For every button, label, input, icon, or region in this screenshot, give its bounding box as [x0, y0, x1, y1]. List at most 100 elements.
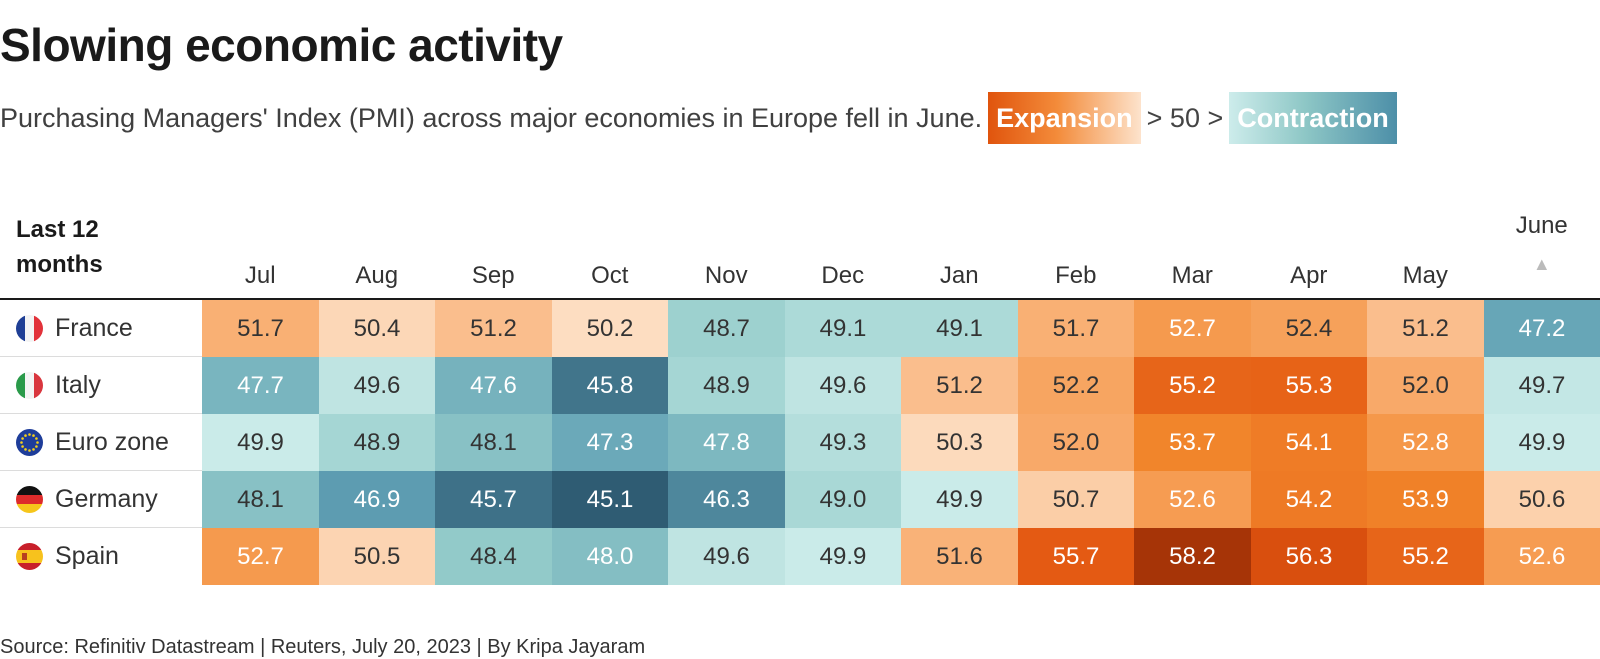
heatmap-cell: 49.1 [785, 300, 902, 357]
heatmap-cell: 51.6 [901, 528, 1018, 585]
heatmap-cell: 49.9 [1484, 414, 1600, 471]
heatmap-cell: 50.5 [319, 528, 436, 585]
heatmap-cell: 52.0 [1367, 357, 1484, 414]
country-name: Germany [55, 485, 158, 514]
corner-label: Last 12 months [16, 212, 103, 282]
legend-contraction: Contraction [1229, 92, 1397, 144]
heatmap-cell: 55.2 [1367, 528, 1484, 585]
heatmap-cell: 52.7 [1134, 300, 1251, 357]
heatmap-cell: 54.2 [1251, 471, 1368, 528]
row-label: Germany [16, 471, 158, 528]
legend-threshold: > 50 > [1147, 103, 1224, 134]
heatmap-cell: 50.2 [552, 300, 669, 357]
heatmap-cell: 49.7 [1484, 357, 1600, 414]
subtitle-text: Purchasing Managers' Index (PMI) across … [0, 103, 982, 134]
month-header-oct: Oct [552, 262, 669, 290]
heatmap-cell: 54.1 [1251, 414, 1368, 471]
spain-flag-icon [16, 543, 43, 570]
corner-label-line-1: Last 12 [16, 212, 103, 247]
heatmap-cell: 51.2 [435, 300, 552, 357]
heatmap-cell: 50.7 [1018, 471, 1135, 528]
italy-flag-icon [16, 372, 43, 399]
heatmap-cell: 52.0 [1018, 414, 1135, 471]
heatmap-cell: 56.3 [1251, 528, 1368, 585]
month-header-jan: Jan [901, 262, 1018, 290]
heatmap-cell: 49.9 [785, 528, 902, 585]
heatmap-cell: 46.9 [319, 471, 436, 528]
france-flag-icon [16, 315, 43, 342]
heatmap-cell: 47.2 [1484, 300, 1600, 357]
row-label: Spain [16, 528, 119, 585]
heatmap-cell: 45.7 [435, 471, 552, 528]
country-name: France [55, 314, 133, 343]
legend-expansion: Expansion [988, 92, 1141, 144]
heatmap-cell: 49.1 [901, 300, 1018, 357]
heatmap-cell: 52.4 [1251, 300, 1368, 357]
row-label: Italy [16, 357, 101, 414]
month-header-sep: Sep [435, 262, 552, 290]
heatmap-cell: 47.3 [552, 414, 669, 471]
heatmap-cell: 46.3 [668, 471, 785, 528]
heatmap-cell: 50.6 [1484, 471, 1600, 528]
month-header-aug: Aug [319, 262, 436, 290]
corner-label-line-2: months [16, 247, 103, 282]
heatmap-cell: 48.4 [435, 528, 552, 585]
heatmap-cell: 48.9 [319, 414, 436, 471]
heatmap-cell: 49.3 [785, 414, 902, 471]
heatmap-cell: 52.8 [1367, 414, 1484, 471]
month-header-feb: Feb [1018, 262, 1135, 290]
heatmap-cell: 49.9 [901, 471, 1018, 528]
row-label: Euro zone [16, 414, 169, 471]
heatmap-cell: 51.2 [901, 357, 1018, 414]
heatmap-cell: 45.8 [552, 357, 669, 414]
month-header-nov: Nov [668, 262, 785, 290]
heatmap-cell: 55.7 [1018, 528, 1135, 585]
heatmap-cell: 58.2 [1134, 528, 1251, 585]
heatmap-cell: 49.6 [785, 357, 902, 414]
heatmap-cell: 47.7 [202, 357, 319, 414]
germany-flag-icon [16, 486, 43, 513]
heatmap-cell: 49.0 [785, 471, 902, 528]
heatmap-cell: 55.2 [1134, 357, 1251, 414]
heatmap-cell: 51.7 [1018, 300, 1135, 357]
heatmap-cell: 52.6 [1484, 528, 1600, 585]
heatmap-cell: 55.3 [1251, 357, 1368, 414]
chart-title: Slowing economic activity [0, 18, 563, 72]
month-header-mar: Mar [1134, 262, 1251, 290]
heatmap-cell: 53.7 [1134, 414, 1251, 471]
eu-flag-icon [16, 429, 43, 456]
heatmap-cell: 52.6 [1134, 471, 1251, 528]
heatmap-cell: 48.0 [552, 528, 669, 585]
source-note: Source: Refinitiv Datastream | Reuters, … [0, 636, 645, 659]
heatmap-cell: 49.6 [319, 357, 436, 414]
heatmap-cell: 51.2 [1367, 300, 1484, 357]
heatmap-cell: 50.4 [319, 300, 436, 357]
current-month-marker-icon: ▲ [1484, 254, 1600, 275]
heatmap-cell: 52.7 [202, 528, 319, 585]
country-name: Italy [55, 371, 101, 400]
heatmap-cell: 48.1 [202, 471, 319, 528]
heatmap-cell: 49.6 [668, 528, 785, 585]
heatmap-cell: 51.7 [202, 300, 319, 357]
chart-subtitle: Purchasing Managers' Index (PMI) across … [0, 92, 1397, 144]
month-header-apr: Apr [1251, 262, 1368, 290]
country-name: Spain [55, 542, 119, 571]
heatmap-cell: 48.7 [668, 300, 785, 357]
heatmap-cell: 52.2 [1018, 357, 1135, 414]
country-name: Euro zone [55, 428, 169, 457]
heatmap-cell: 47.6 [435, 357, 552, 414]
heatmap-cell: 50.3 [901, 414, 1018, 471]
heatmap-cell: 48.1 [435, 414, 552, 471]
heatmap-cell: 48.9 [668, 357, 785, 414]
heatmap-cell: 53.9 [1367, 471, 1484, 528]
heatmap-cell: 49.9 [202, 414, 319, 471]
heatmap-cell: 47.8 [668, 414, 785, 471]
